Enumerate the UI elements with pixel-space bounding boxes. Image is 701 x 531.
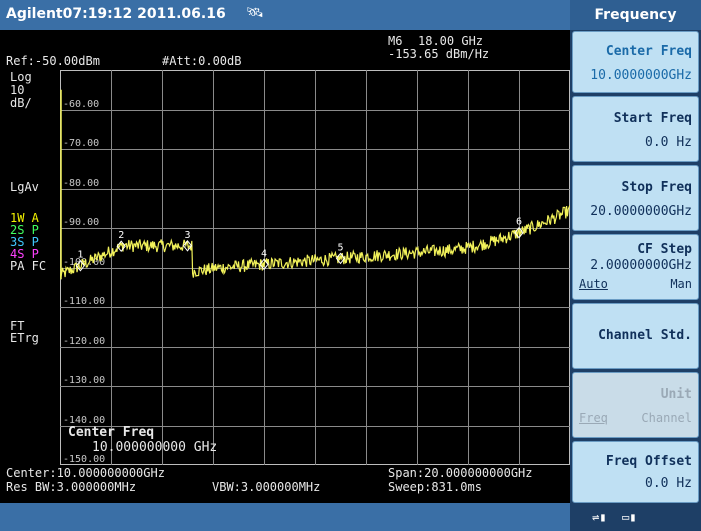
- y-axis-label: -110.00: [63, 296, 105, 307]
- marker-label: 5: [338, 242, 344, 253]
- marker-freq: 18.00 GHz: [418, 34, 484, 48]
- y-axis-label: -150.00: [63, 454, 105, 465]
- start-freq-value: 0.0 Hz: [645, 135, 692, 150]
- etrg-label: ETrg: [10, 331, 39, 345]
- marker-diamond: [75, 259, 86, 272]
- spectrum-graticule: -60.00 -70.00 -80.00 -90.00 -100.00 -110.00 -1…: [60, 70, 570, 465]
- stop-freq-label: Stop Freq: [621, 180, 692, 195]
- cf-step-softkey[interactable]: CF Step 2.00000000GHz Auto Man: [572, 234, 699, 300]
- trace-4-status: 4S P: [10, 247, 39, 261]
- y-axis-label: -80.00: [63, 178, 99, 189]
- y-axis-label: -60.00: [63, 99, 99, 110]
- marker-label: 2: [118, 230, 124, 241]
- cf-step-value: 2.00000000GHz: [590, 258, 692, 273]
- analyzer-screen: Ref:-50.00dBm #Att:0.00dB M6 18.00 GHz -…: [0, 30, 570, 503]
- spectrum-trace: [60, 205, 570, 278]
- marker-value: -153.65 dBm/Hz: [388, 47, 490, 61]
- freq-offset-value: 0.0 Hz: [645, 476, 692, 491]
- usb-icon: ⇌▮: [592, 510, 607, 524]
- avg-type: LgAv: [10, 180, 39, 194]
- freq-offset-softkey[interactable]: Freq Offset 0.0 Hz: [572, 441, 699, 503]
- center-freq-label: Center Freq: [605, 44, 692, 59]
- active-param-label: Center Freq: [68, 425, 155, 440]
- title-text: Agilent07:19:12 2011.06.16: [6, 6, 226, 22]
- menu-title: Frequency: [570, 0, 701, 30]
- active-param-value: 10.000000000 GHz: [92, 440, 218, 455]
- pa-fc: PA FC: [10, 259, 47, 273]
- marker-id: M6: [388, 34, 403, 48]
- marker-label: 1: [77, 250, 83, 261]
- cf-step-auto-option[interactable]: Auto: [579, 277, 608, 291]
- y-axis-label: -130.00: [63, 375, 105, 386]
- cf-step-man-option[interactable]: Man: [670, 277, 692, 291]
- y-axis-label: -90.00: [63, 217, 99, 228]
- status-bar: [0, 503, 570, 531]
- channel-std-softkey[interactable]: Channel Std.: [572, 303, 699, 369]
- start-freq-softkey[interactable]: Start Freq 0.0 Hz: [572, 96, 699, 162]
- trace-2-status: 2S P: [10, 223, 39, 237]
- y-axis-label: -100.00: [63, 257, 105, 268]
- panel-status-icons: ⇌▮ ▭▮: [570, 503, 701, 531]
- softkey-panel: Frequency Center Freq 10.0000000GHz Star…: [570, 0, 701, 531]
- y-axis-label: -140.00: [63, 415, 105, 426]
- trace-3-status: 3S P: [10, 235, 39, 249]
- ref-level: Ref:-50.00dBm: [6, 54, 100, 68]
- satellite-icon: 🛰: [246, 5, 264, 21]
- marker-label: 6: [516, 217, 522, 228]
- span-readout: Span:20.000000000GHz: [388, 466, 533, 480]
- marker-diamond: [514, 226, 524, 239]
- stop-freq-value: 20.0000000GHz: [590, 204, 692, 219]
- center-freq-readout: Center:10.000000000GHz: [6, 466, 165, 480]
- scale-value: 10: [10, 83, 25, 97]
- marker-diamond: [335, 252, 346, 265]
- y-axis-label: -120.00: [63, 336, 105, 347]
- trace-1-status: 1W A: [10, 211, 39, 225]
- start-freq-label: Start Freq: [613, 111, 692, 126]
- scale-type: Log: [10, 70, 32, 84]
- unit-softkey[interactable]: Unit Freq Channel: [572, 372, 699, 438]
- marker-diamond: [116, 240, 126, 253]
- marker-diamond: [182, 239, 193, 252]
- unit-freq-option[interactable]: Freq: [579, 411, 608, 425]
- y-axis-label: -70.00: [63, 138, 99, 149]
- sweep-readout: Sweep:831.0ms: [388, 480, 482, 494]
- cf-step-label: CF Step: [637, 242, 692, 257]
- scale-unit: dB/: [10, 96, 32, 110]
- center-freq-value: 10.0000000GHz: [590, 68, 692, 83]
- title-bar: Agilent07:19:12 2011.06.16 🛰: [0, 0, 570, 30]
- marker-diamond: [259, 258, 269, 271]
- vbw-readout: VBW:3.000000MHz: [212, 480, 321, 494]
- stop-freq-softkey[interactable]: Stop Freq 20.0000000GHz: [572, 165, 699, 231]
- battery-icon: ▭▮: [622, 510, 637, 524]
- attenuation: #Att:0.00dB: [162, 54, 242, 68]
- res-bw-readout: Res BW:3.000000MHz: [6, 480, 137, 494]
- marker-label: 4: [261, 248, 267, 259]
- freq-offset-label: Freq Offset: [605, 454, 692, 469]
- channel-std-label: Channel Std.: [598, 328, 692, 343]
- unit-label: Unit: [660, 387, 692, 402]
- center-freq-softkey[interactable]: Center Freq 10.0000000GHz: [572, 31, 699, 93]
- ft-label: FT: [10, 319, 25, 333]
- unit-channel-option[interactable]: Channel: [641, 411, 692, 425]
- marker-label: 3: [185, 230, 191, 241]
